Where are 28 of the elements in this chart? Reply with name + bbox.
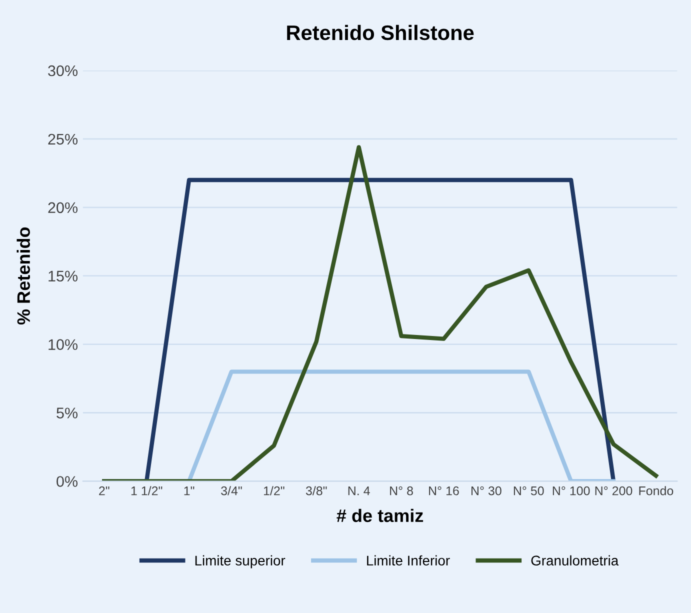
x-tick-label: Fondo — [639, 486, 674, 496]
y-tick-label: 15% — [48, 270, 78, 282]
x-tick-label: 3/8" — [306, 486, 327, 496]
x-tick-label: N° 30 — [471, 486, 502, 496]
y-tick-label: 25% — [48, 134, 78, 145]
y-tick-label: 10% — [48, 339, 78, 350]
y-tick-label: 20% — [48, 202, 78, 214]
line-series — [102, 145, 658, 482]
y-tick-label: 0% — [56, 476, 78, 487]
x-tick-label: N° 200 — [595, 486, 632, 496]
x-tick-label: N° 8 — [390, 486, 413, 496]
chart-title: Retenido Shilstone — [287, 24, 474, 40]
x-tick-label: 1/2" — [264, 486, 284, 496]
y-axis-title: % Retenido — [16, 227, 30, 325]
x-tick-label: N. 4 — [348, 486, 370, 496]
legend-label: Limite superior — [195, 555, 286, 568]
legend-label: Limite Inferior — [367, 555, 450, 566]
x-tick-label: N° 16 — [429, 486, 459, 496]
x-tick-label: 3/4" — [221, 486, 242, 496]
x-tick-label: 1" — [184, 486, 194, 496]
x-tick-label: N° 100 — [552, 486, 590, 496]
y-tick-label: 5% — [56, 408, 78, 418]
x-axis-title: # de tamiz — [336, 508, 424, 522]
x-tick-label: 1 1/2" — [131, 486, 162, 496]
x-tick-label: 2" — [99, 486, 110, 496]
y-tick-label: 30% — [48, 65, 78, 76]
legend-label: Granulometria — [531, 555, 619, 566]
x-tick-label: N° 50 — [514, 486, 544, 496]
